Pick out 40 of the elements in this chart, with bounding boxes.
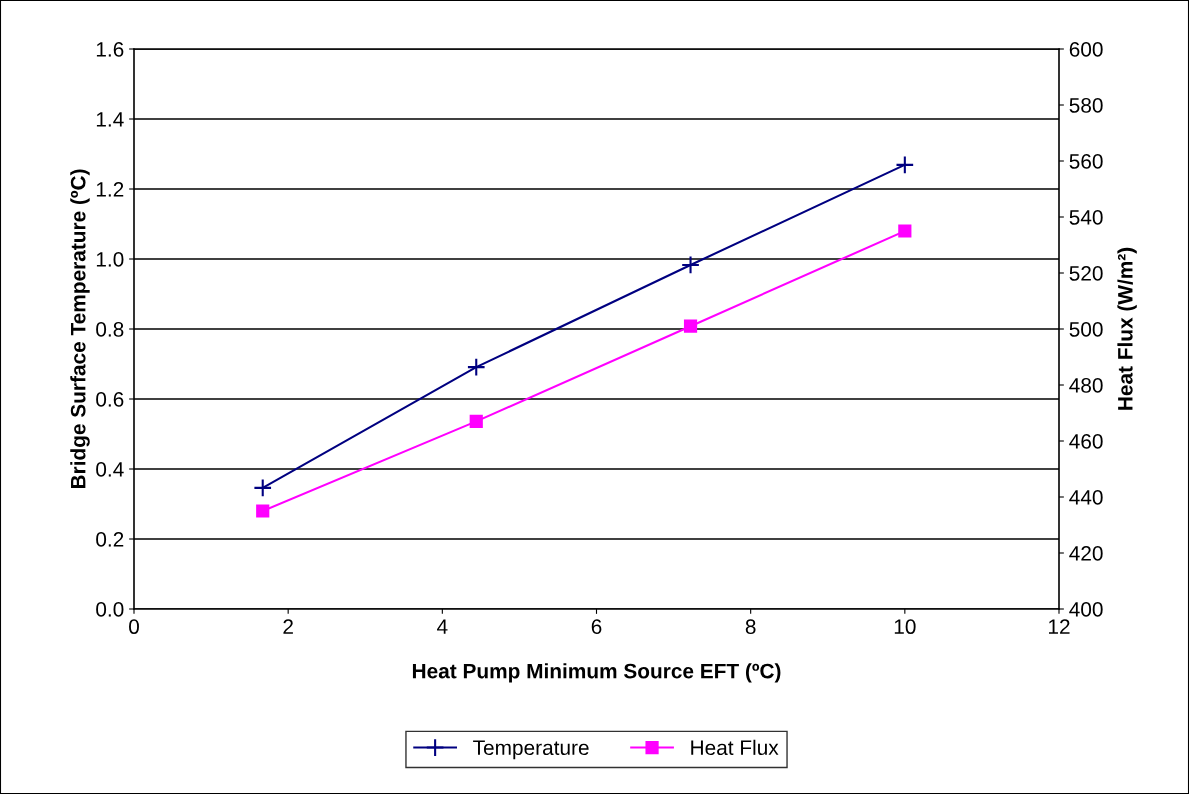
y-tick-label: 1.0 bbox=[96, 252, 124, 267]
y2-tick-label: 440 bbox=[1069, 490, 1103, 505]
y-tick-label: 1.2 bbox=[96, 182, 124, 197]
y2-tick-label: 420 bbox=[1069, 546, 1103, 561]
y2-tick-label: 400 bbox=[1069, 602, 1103, 617]
y-tick-label: 0.0 bbox=[96, 602, 124, 617]
y2-tick-label: 500 bbox=[1069, 322, 1103, 337]
x-tick-label: 8 bbox=[745, 619, 756, 635]
y-tick-label: 1.6 bbox=[96, 42, 124, 57]
x-tick-label: 2 bbox=[283, 619, 293, 634]
x-tick-label: 0 bbox=[129, 619, 139, 635]
x-tick-label: 4 bbox=[437, 619, 448, 634]
point bbox=[683, 319, 698, 333]
x-tick-label: 12 bbox=[1049, 619, 1070, 634]
y-tick-label: 0.6 bbox=[96, 392, 124, 407]
y-tick-label: 0.2 bbox=[96, 532, 124, 547]
y2-axis-title: Heat Flux (W/m²) bbox=[1117, 247, 1137, 410]
y2-tick-label: 480 bbox=[1069, 378, 1103, 393]
legend-label: Heat Flux bbox=[691, 739, 779, 756]
x-axis-title: Heat Pump Minimum Source EFT (ºC) bbox=[412, 663, 781, 683]
point bbox=[681, 255, 700, 275]
point bbox=[256, 504, 270, 518]
y2-tick-label: 460 bbox=[1069, 434, 1103, 449]
point bbox=[466, 357, 486, 377]
legend-label: Temperature bbox=[473, 740, 589, 760]
point bbox=[898, 224, 912, 238]
y2-tick-label: 600 bbox=[1069, 42, 1103, 57]
x-tick-label: 10 bbox=[894, 619, 916, 635]
y-axis-title: Bridge Surface Temperature (ºC) bbox=[70, 169, 90, 489]
point bbox=[469, 414, 483, 428]
point bbox=[895, 155, 915, 175]
y-tick-label: 0.4 bbox=[96, 462, 124, 477]
y2-tick-label: 520 bbox=[1069, 266, 1103, 281]
point bbox=[253, 478, 273, 498]
y2-tick-label: 560 bbox=[1069, 154, 1103, 169]
y-tick-label: 1.4 bbox=[96, 112, 124, 127]
y2-tick-label: 580 bbox=[1069, 98, 1103, 113]
y-tick-label: 0.8 bbox=[96, 322, 124, 337]
y2-tick-label: 540 bbox=[1069, 210, 1103, 225]
x-tick-label: 6 bbox=[591, 619, 602, 635]
